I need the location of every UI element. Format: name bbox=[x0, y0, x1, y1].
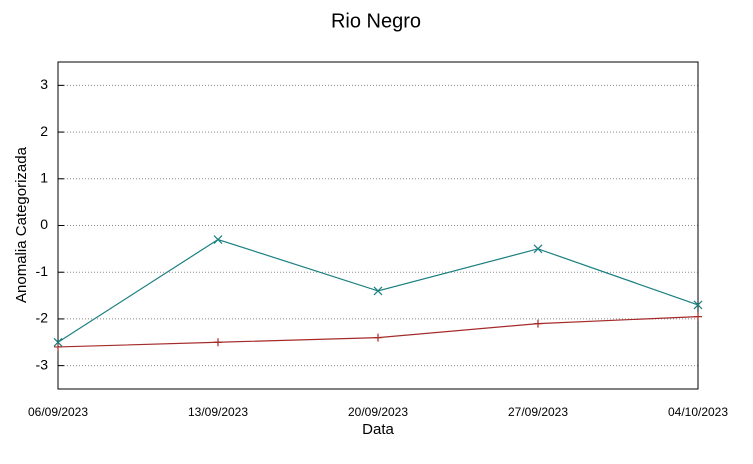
y-tick-label: 2 bbox=[40, 123, 48, 139]
chart-title: Rio Negro bbox=[331, 10, 421, 32]
point-marker bbox=[373, 286, 383, 296]
point-marker bbox=[54, 342, 62, 351]
point-marker bbox=[374, 333, 382, 342]
point-marker bbox=[214, 338, 222, 347]
y-tick-label: -1 bbox=[36, 263, 49, 279]
point-marker bbox=[53, 337, 63, 347]
x-tick-label: 13/09/2023 bbox=[188, 405, 248, 419]
point-marker bbox=[534, 319, 542, 328]
y-tick-label: 0 bbox=[40, 216, 48, 232]
y-tick-label: 3 bbox=[40, 76, 48, 92]
y-tick-label: -3 bbox=[36, 356, 49, 372]
y-tick-label: 1 bbox=[40, 169, 48, 185]
x-tick-label: 04/10/2023 bbox=[668, 405, 728, 419]
series-line bbox=[57, 315, 699, 348]
x-tick-label: 06/09/2023 bbox=[28, 405, 88, 419]
x-axis-label: Data bbox=[362, 421, 394, 438]
point-marker bbox=[694, 312, 702, 321]
y-tick-label: -2 bbox=[36, 310, 49, 326]
y-axis-label: Anomalia Categorizada bbox=[13, 146, 30, 303]
x-tick-label: 20/09/2023 bbox=[348, 405, 408, 419]
point-marker bbox=[693, 300, 703, 310]
point-marker bbox=[533, 244, 543, 254]
x-tick-label: 27/09/2023 bbox=[508, 405, 568, 419]
plot-frame bbox=[57, 61, 699, 390]
point-marker bbox=[213, 235, 223, 244]
